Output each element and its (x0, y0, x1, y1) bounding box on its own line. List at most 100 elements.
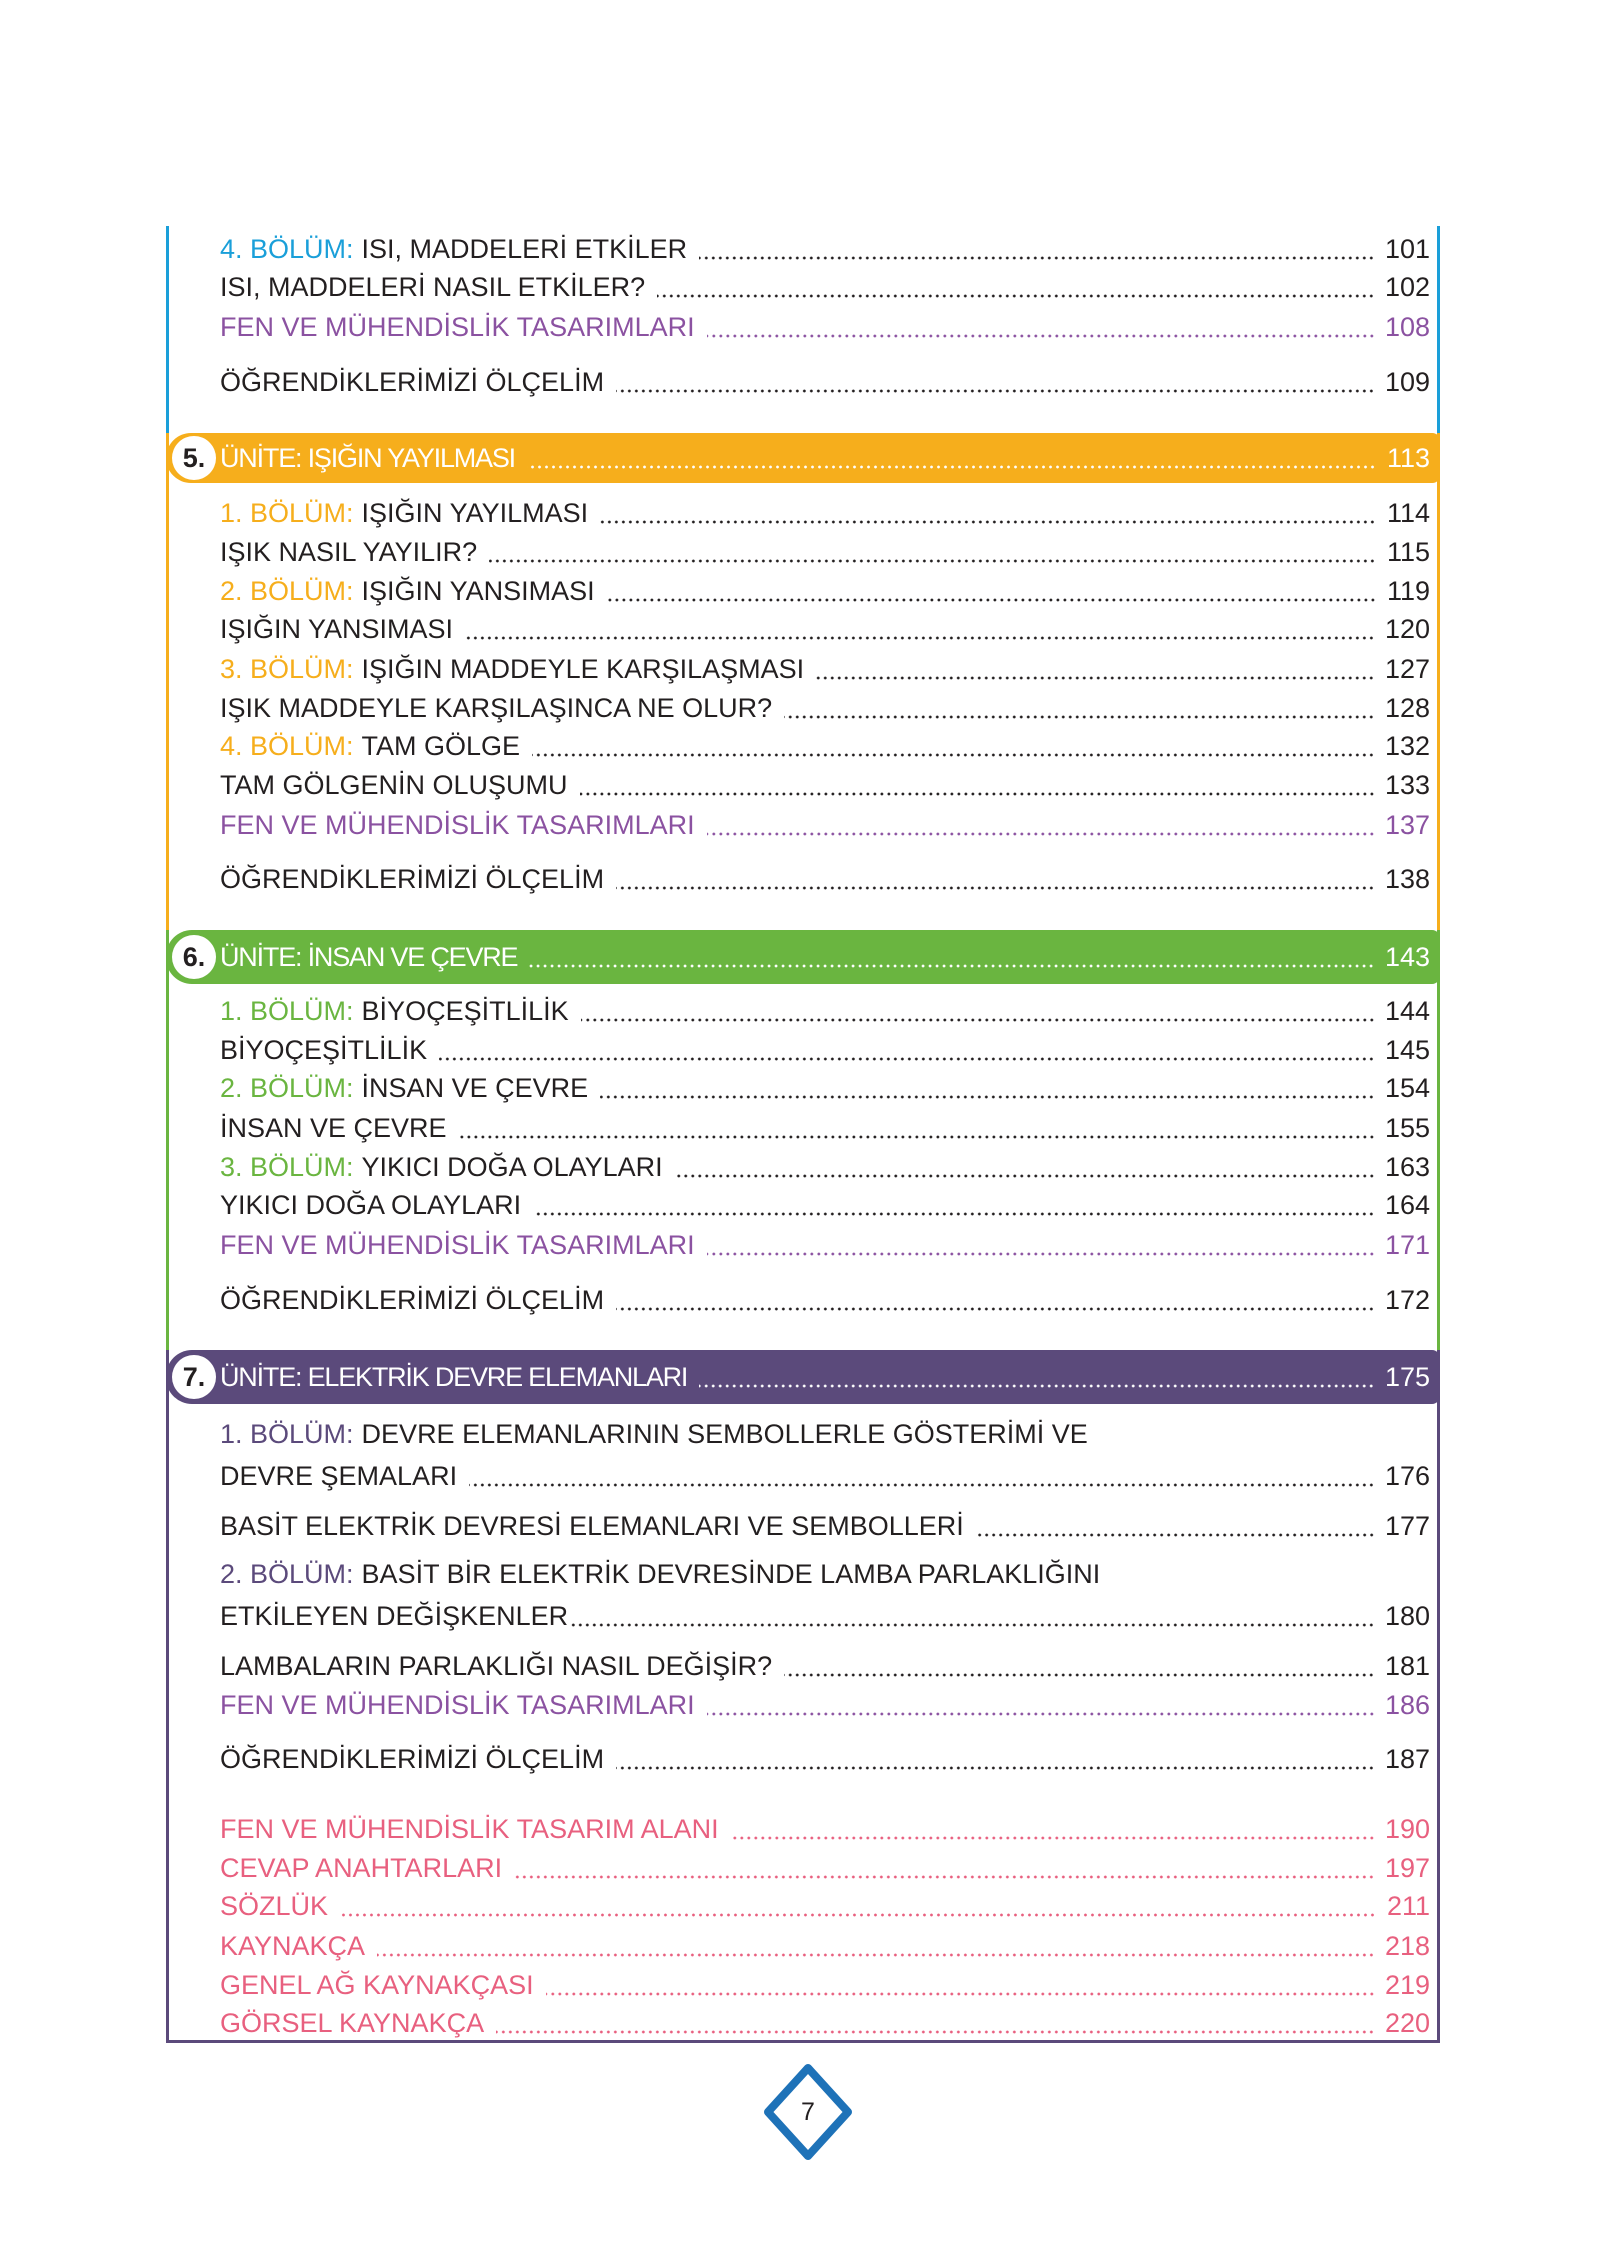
appendix-entry[interactable]: SÖZLÜK 211 (220, 1886, 1430, 1926)
unit4-frame (166, 226, 1440, 433)
toc-entry[interactable]: ÖĞRENDİKLERİMİZİ ÖLÇELİM 138 (220, 859, 1430, 899)
toc-entry[interactable]: İNSAN VE ÇEVRE 155 (220, 1108, 1430, 1148)
chapter-prefix: 3. BÖLÜM: (220, 1152, 354, 1182)
dot-leader (699, 1384, 1375, 1388)
toc-entry-line1[interactable]: 2. BÖLÜM: BASİT BİR ELEKTRİK DEVRESİNDE L… (220, 1554, 1430, 1594)
toc-entry[interactable]: FEN VE MÜHENDİSLİK TASARIMLARI 186 (220, 1685, 1430, 1725)
page-number: 137 (1384, 810, 1430, 840)
toc-entry[interactable]: BASİT ELEKTRİK DEVRESİ ELEMANLARI VE SEM… (220, 1506, 1430, 1546)
appendix-entry[interactable]: GENEL AĞ KAYNAKÇASI 219 (220, 1965, 1430, 2005)
toc-entry[interactable]: 4. BÖLÜM: TAM GÖLGE 132 (220, 726, 1430, 766)
page-number: 119 (1386, 576, 1430, 606)
chapter-prefix: 2. BÖLÜM: (220, 1559, 354, 1589)
entry-title: KAYNAKÇA (220, 1931, 366, 1961)
dot-leader (699, 256, 1375, 260)
toc-entry[interactable]: YIKICI DOĞA OLAYLARI 164 (220, 1185, 1430, 1225)
dot-leader (377, 1953, 1375, 1957)
unit7-header[interactable]: 7. ÜNİTE: ELEKTRİK DEVRE ELEMANLARI 175 (166, 1350, 1440, 1404)
chapter-prefix: 1. BÖLÜM: (220, 996, 354, 1026)
toc-entry[interactable]: 3. BÖLÜM: IŞIĞIN MADDEYLE KARŞILAŞMASI 127 (220, 649, 1430, 689)
dot-leader (579, 792, 1375, 796)
toc-entry[interactable]: ÖĞRENDİKLERİMİZİ ÖLÇELİM 172 (220, 1280, 1430, 1320)
dot-leader (489, 559, 1376, 563)
dot-leader (545, 1992, 1375, 1996)
dot-leader (570, 1623, 1375, 1627)
dot-leader (496, 2030, 1375, 2034)
page-number: 138 (1384, 864, 1430, 894)
appendix-entry[interactable]: GÖRSEL KAYNAKÇA 220 (220, 2003, 1430, 2043)
unit5-header[interactable]: 5. ÜNİTE: IŞIĞIN YAYILMASI 113 (166, 433, 1440, 483)
entry-title: TAM GÖLGENİN OLUŞUMU (220, 770, 568, 800)
unit6-frame (166, 930, 1440, 1350)
entry-title: SÖZLÜK (220, 1891, 329, 1921)
dot-leader (674, 1174, 1375, 1178)
page-number: 219 (1384, 1970, 1430, 2000)
chapter-prefix: 1. BÖLÜM: (220, 1419, 354, 1449)
toc-entry[interactable]: FEN VE MÜHENDİSLİK TASARIMLARI 137 (220, 805, 1430, 845)
page-number: 143 (1384, 942, 1430, 972)
toc-entry[interactable]: IŞIĞIN YANSIMASI 120 (220, 609, 1430, 649)
entry-title: IŞIĞIN YANSIMASI (220, 614, 454, 644)
toc-entry[interactable]: BİYOÇEŞİTLİLİK 145 (220, 1030, 1430, 1070)
entry-title: ÖĞRENDİKLERİMİZİ ÖLÇELİM (220, 1744, 605, 1774)
entry-title: CEVAP ANAHTARLARI (220, 1853, 503, 1883)
appendix-entry[interactable]: KAYNAKÇA 218 (220, 1926, 1430, 1966)
toc-entry[interactable]: ÖĞRENDİKLERİMİZİ ÖLÇELİM 187 (220, 1739, 1430, 1779)
page-number: 190 (1384, 1814, 1430, 1844)
toc-entry[interactable]: 4. BÖLÜM: ISI, MADDELERİ ETKİLER 101 (220, 229, 1430, 269)
page-number: 102 (1384, 272, 1430, 302)
toc-entry[interactable]: LAMBALARIN PARLAKLIĞI NASIL DEĞİŞİR? 181 (220, 1646, 1430, 1686)
toc-entry[interactable]: ÖĞRENDİKLERİMİZİ ÖLÇELİM 109 (220, 362, 1430, 402)
page-number: 164 (1384, 1190, 1430, 1220)
page-number: 113 (1386, 443, 1430, 473)
toc-entry[interactable]: 1. BÖLÜM: BİYOÇEŞİTLİLİK 144 (220, 991, 1430, 1031)
page-number: 177 (1384, 1511, 1430, 1541)
dot-leader (600, 520, 1376, 524)
toc-entry[interactable]: FEN VE MÜHENDİSLİK TASARIMLARI 108 (220, 307, 1430, 347)
page-number: 172 (1384, 1285, 1430, 1315)
entry-title: ISI, MADDELERİ NASIL ETKİLER? (220, 272, 646, 302)
diamond-icon (764, 2064, 852, 2160)
entry-title: FEN VE MÜHENDİSLİK TASARIMLARI (220, 810, 695, 840)
toc-entry[interactable]: IŞIK NASIL YAYILIR? 115 (220, 532, 1430, 572)
toc-entry[interactable]: 2. BÖLÜM: IŞIĞIN YANSIMASI 119 (220, 571, 1430, 611)
toc-entry[interactable]: ETKİLEYEN DEĞİŞKENLER 180 (220, 1596, 1430, 1636)
page-number: 128 (1384, 693, 1430, 723)
page-number: 133 (1384, 770, 1430, 800)
appendix-entry[interactable]: CEVAP ANAHTARLARI 197 (220, 1848, 1430, 1888)
toc-entry[interactable]: FEN VE MÜHENDİSLİK TASARIMLARI 171 (220, 1225, 1430, 1265)
dot-leader (533, 1212, 1375, 1216)
page-number: 187 (1384, 1744, 1430, 1774)
entry-title: BİYOÇEŞİTLİLİK (361, 996, 569, 1026)
chapter-prefix: 2. BÖLÜM: (220, 576, 354, 606)
dot-leader (616, 389, 1375, 393)
dot-leader (784, 1673, 1375, 1677)
entry-title: GENEL AĞ KAYNAKÇASI (220, 1970, 534, 2000)
toc-entry[interactable]: IŞIK MADDEYLE KARŞILAŞINCA NE OLUR? 128 (220, 688, 1430, 728)
entry-title: IŞIĞIN YAYILMASI (361, 498, 589, 528)
dot-leader (580, 1018, 1375, 1022)
page-number: 120 (1384, 614, 1430, 644)
dot-leader (657, 294, 1375, 298)
page-number: 175 (1384, 1362, 1430, 1392)
dot-leader (706, 334, 1375, 338)
toc-entry[interactable]: DEVRE ŞEMALARI 176 (220, 1456, 1430, 1496)
page-number-text: 7 (801, 2098, 815, 2126)
entry-title: İNSAN VE ÇEVRE (220, 1113, 447, 1143)
dot-leader (730, 1836, 1375, 1840)
toc-entry[interactable]: 1. BÖLÜM: IŞIĞIN YAYILMASI 114 (220, 493, 1430, 533)
toc-entry-line1[interactable]: 1. BÖLÜM: DEVRE ELEMANLARININ SEMBOLLERLE… (220, 1414, 1430, 1454)
entry-title: FEN VE MÜHENDİSLİK TASARIMLARI (220, 312, 695, 342)
page-number: 109 (1384, 367, 1430, 397)
entry-title: IŞIK NASIL YAYILIR? (220, 537, 478, 567)
entry-title: GÖRSEL KAYNAKÇA (220, 2008, 485, 2038)
entry-title: LAMBALARIN PARLAKLIĞI NASIL DEĞİŞİR? (220, 1651, 773, 1681)
toc-entry[interactable]: 2. BÖLÜM: İNSAN VE ÇEVRE 154 (220, 1068, 1430, 1108)
toc-entry[interactable]: TAM GÖLGENİN OLUŞUMU 133 (220, 765, 1430, 805)
unit6-header[interactable]: 6. ÜNİTE: İNSAN VE ÇEVRE 143 (166, 930, 1440, 984)
appendix-entry[interactable]: FEN VE MÜHENDİSLİK TASARIM ALANI 190 (220, 1809, 1430, 1849)
chapter-prefix: 4. BÖLÜM: (220, 731, 354, 761)
toc-entry[interactable]: ISI, MADDELERİ NASIL ETKİLER? 102 (220, 267, 1430, 307)
toc-entry[interactable]: 3. BÖLÜM: YIKICI DOĞA OLAYLARI 163 (220, 1147, 1430, 1187)
dot-leader (458, 1135, 1375, 1139)
